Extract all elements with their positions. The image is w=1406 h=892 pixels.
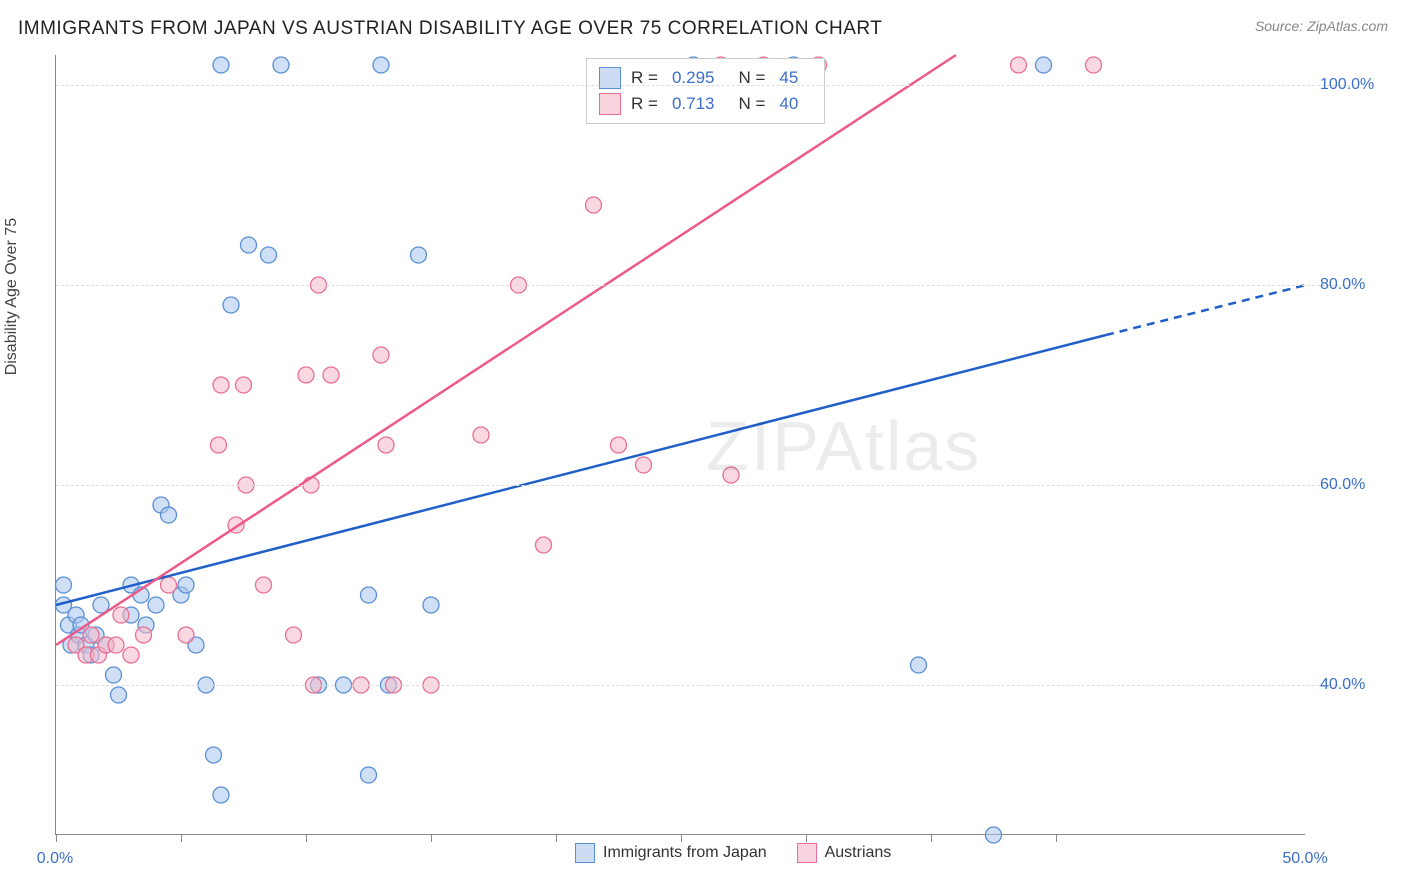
y-tick-label: 40.0%: [1320, 676, 1400, 694]
scatter-point-austrians: [113, 607, 129, 623]
scatter-point-austrians: [211, 437, 227, 453]
scatter-point-japan: [373, 57, 389, 73]
trend-line-austrians: [56, 55, 956, 645]
scatter-point-austrians: [611, 437, 627, 453]
x-tick: [1056, 834, 1057, 842]
legend-row-japan: R =0.295N =45: [599, 65, 812, 91]
title-bar: IMMIGRANTS FROM JAPAN VS AUSTRIAN DISABI…: [18, 18, 1388, 40]
trend-line-japan: [56, 335, 1106, 605]
scatter-point-austrians: [723, 467, 739, 483]
scatter-point-japan: [178, 577, 194, 593]
legend-r-label: R =: [631, 94, 658, 114]
x-tick: [806, 834, 807, 842]
chart-title: IMMIGRANTS FROM JAPAN VS AUSTRIAN DISABI…: [18, 18, 882, 40]
legend-correlation: R =0.295N =45 R = 0.713 N = 40: [586, 58, 825, 124]
legend-row-austrians: R = 0.713 N = 40: [599, 91, 812, 117]
legend-series: Immigrants from Japan Austrians: [575, 843, 891, 863]
trend-line-dash-japan: [1106, 285, 1306, 335]
legend-r-value: 0.713: [672, 94, 715, 114]
y-tick-label: 80.0%: [1320, 276, 1400, 294]
scatter-point-japan: [273, 57, 289, 73]
legend-n-label: N =: [738, 94, 765, 114]
scatter-point-austrians: [108, 637, 124, 653]
scatter-point-japan: [411, 247, 427, 263]
scatter-point-japan: [111, 687, 127, 703]
gridline: [56, 485, 1355, 486]
source-label: Source: ZipAtlas.com: [1255, 18, 1388, 34]
scatter-point-austrians: [161, 577, 177, 593]
scatter-point-japan: [986, 827, 1002, 843]
scatter-point-austrians: [378, 437, 394, 453]
gridline: [56, 685, 1355, 686]
scatter-point-austrians: [236, 377, 252, 393]
scatter-point-austrians: [536, 537, 552, 553]
scatter-point-austrians: [213, 377, 229, 393]
scatter-point-austrians: [636, 457, 652, 473]
gridline: [56, 285, 1355, 286]
scatter-point-japan: [148, 597, 164, 613]
scatter-point-austrians: [1086, 57, 1102, 73]
legend-series-label: Immigrants from Japan: [603, 844, 767, 862]
x-tick-label: 50.0%: [1282, 850, 1327, 868]
scatter-point-japan: [241, 237, 257, 253]
legend-item-japan: Immigrants from Japan: [575, 843, 767, 863]
scatter-point-japan: [161, 507, 177, 523]
scatter-point-japan: [223, 297, 239, 313]
scatter-point-austrians: [1011, 57, 1027, 73]
legend-item-austrians: Austrians: [797, 843, 892, 863]
chart-svg: [56, 55, 1305, 834]
x-tick-label: 0.0%: [37, 850, 73, 868]
scatter-point-japan: [206, 747, 222, 763]
scatter-point-austrians: [256, 577, 272, 593]
scatter-point-japan: [423, 597, 439, 613]
scatter-point-austrians: [586, 197, 602, 213]
scatter-point-japan: [361, 587, 377, 603]
legend-series-label: Austrians: [825, 844, 892, 862]
x-tick: [431, 834, 432, 842]
x-tick: [556, 834, 557, 842]
scatter-point-japan: [213, 787, 229, 803]
scatter-point-japan: [56, 577, 72, 593]
y-tick-label: 100.0%: [1320, 76, 1400, 94]
scatter-point-japan: [261, 247, 277, 263]
scatter-point-japan: [213, 57, 229, 73]
y-axis-title: Disability Age Over 75: [3, 218, 21, 375]
legend-swatch-icon: [575, 843, 595, 863]
scatter-point-austrians: [323, 367, 339, 383]
scatter-point-austrians: [298, 367, 314, 383]
gridline: [56, 85, 1355, 86]
plot-area: ZIPAtlas R =0.295N =45R =0.713N =40 40.0…: [55, 55, 1305, 835]
scatter-point-japan: [106, 667, 122, 683]
x-tick: [306, 834, 307, 842]
scatter-point-austrians: [373, 347, 389, 363]
scatter-point-austrians: [286, 627, 302, 643]
scatter-point-austrians: [123, 647, 139, 663]
scatter-point-austrians: [178, 627, 194, 643]
legend-swatch-icon: [797, 843, 817, 863]
scatter-point-austrians: [136, 627, 152, 643]
scatter-point-japan: [361, 767, 377, 783]
x-tick: [681, 834, 682, 842]
y-tick-label: 60.0%: [1320, 476, 1400, 494]
x-tick: [931, 834, 932, 842]
x-tick: [56, 834, 57, 842]
x-tick: [181, 834, 182, 842]
scatter-point-japan: [911, 657, 927, 673]
scatter-point-austrians: [83, 627, 99, 643]
scatter-point-austrians: [473, 427, 489, 443]
legend-swatch-icon: [599, 93, 621, 115]
scatter-point-japan: [1036, 57, 1052, 73]
legend-n-value: 40: [779, 94, 798, 114]
